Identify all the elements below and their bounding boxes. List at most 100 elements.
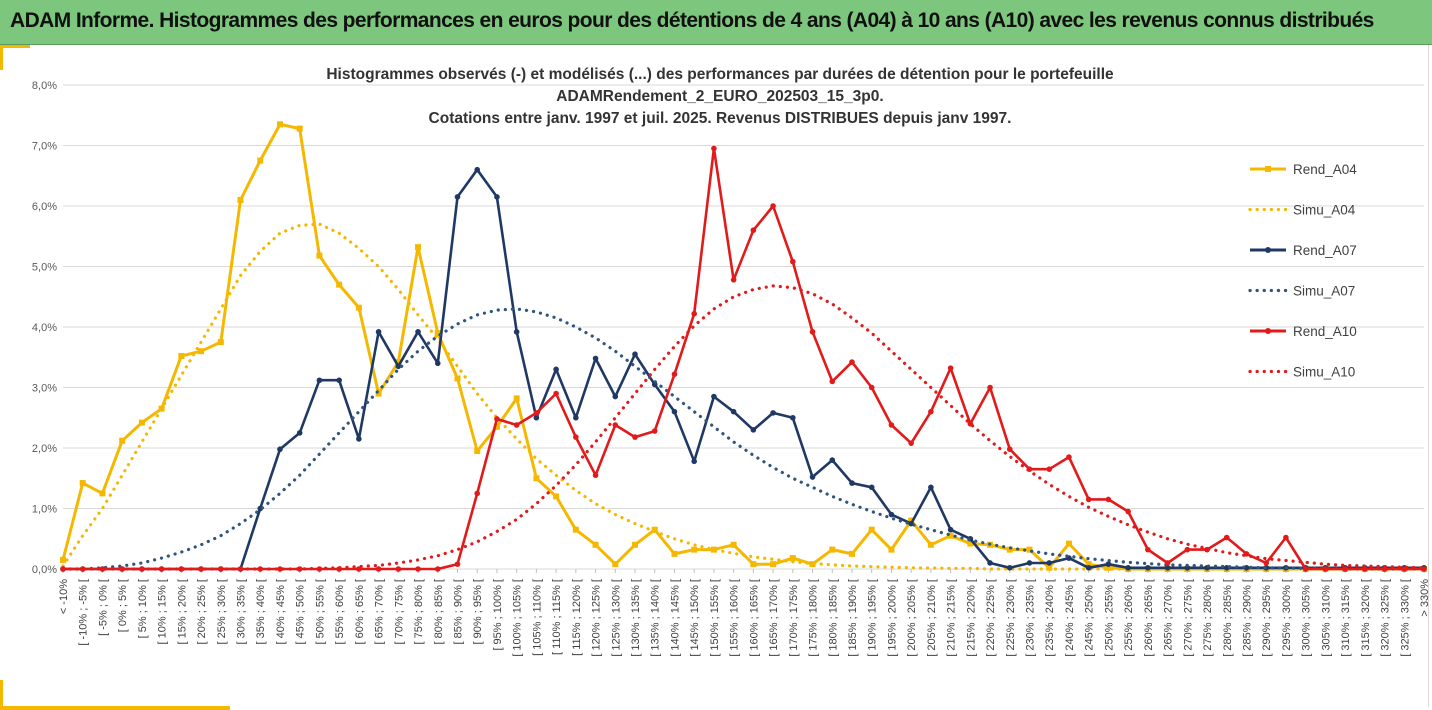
data-point bbox=[592, 541, 599, 548]
data-point bbox=[868, 484, 875, 491]
data-point bbox=[296, 566, 303, 572]
data-point bbox=[395, 359, 402, 366]
x-tick-label: [ 25% ; 30% [ bbox=[216, 579, 228, 644]
data-point bbox=[1105, 496, 1112, 503]
data-point bbox=[1085, 496, 1092, 503]
data-point bbox=[1184, 546, 1191, 553]
x-tick-label: [ 295% ; 300% [ bbox=[1281, 579, 1293, 657]
y-tick-label: 6,0% bbox=[32, 201, 57, 213]
data-point bbox=[237, 196, 244, 203]
data-point bbox=[651, 526, 658, 533]
data-point bbox=[987, 560, 993, 566]
data-point bbox=[592, 355, 599, 362]
y-tick-label: 3,0% bbox=[32, 383, 57, 395]
legend-marker bbox=[1265, 247, 1271, 253]
data-point bbox=[296, 430, 303, 436]
data-point bbox=[454, 194, 461, 200]
data-point bbox=[908, 517, 915, 524]
banner-title: ADAM Informe. Histogrammes des performan… bbox=[10, 9, 1374, 32]
data-point bbox=[494, 194, 500, 200]
data-point bbox=[592, 472, 599, 479]
x-tick-label: [ 15% ; 20% [ bbox=[176, 579, 188, 644]
data-point bbox=[336, 281, 343, 288]
data-point bbox=[395, 363, 402, 370]
data-point bbox=[257, 157, 264, 164]
x-tick-label: [ 250% ; 255% [ bbox=[1103, 579, 1115, 657]
data-point bbox=[947, 526, 954, 533]
series-simu-a10 bbox=[61, 284, 1426, 571]
data-point bbox=[316, 377, 323, 384]
data-point bbox=[671, 371, 678, 377]
data-point bbox=[474, 166, 481, 173]
data-point bbox=[691, 546, 698, 553]
data-point bbox=[1283, 534, 1289, 541]
data-point bbox=[178, 566, 185, 572]
x-tick-label: [ 315% ; 320% [ bbox=[1360, 579, 1372, 657]
data-point bbox=[612, 422, 619, 428]
chart-title-line: Histogrammes observés (-) et modélisés (… bbox=[326, 66, 1114, 83]
series-rend-a10 bbox=[60, 145, 1427, 572]
data-point bbox=[573, 414, 579, 421]
x-tick-label: [ 65% ; 70% [ bbox=[374, 579, 386, 644]
data-point bbox=[888, 422, 895, 428]
data-point bbox=[1006, 546, 1013, 553]
data-point bbox=[888, 546, 895, 553]
series-rend-a04 bbox=[60, 121, 1427, 572]
data-point bbox=[710, 546, 717, 553]
x-tick-label: [ 140% ; 145% [ bbox=[669, 579, 681, 657]
data-point bbox=[513, 329, 520, 335]
legend-label: Simu_A04 bbox=[1293, 203, 1356, 218]
data-point bbox=[60, 556, 66, 563]
data-point bbox=[572, 526, 579, 533]
series-simu-a04 bbox=[61, 222, 1426, 571]
data-point bbox=[119, 566, 125, 572]
data-point bbox=[1085, 561, 1092, 568]
x-tick-label: [ 0% ; 5% [ bbox=[117, 579, 129, 632]
data-point bbox=[809, 329, 816, 335]
data-point bbox=[454, 375, 461, 382]
data-point bbox=[612, 561, 619, 568]
x-tick-label: [ 125% ; 130% [ bbox=[610, 579, 622, 657]
legend-item: Simu_A07 bbox=[1248, 284, 1355, 299]
data-point bbox=[217, 339, 224, 346]
data-point bbox=[316, 252, 323, 259]
data-point bbox=[1105, 564, 1112, 571]
data-point bbox=[849, 359, 855, 365]
data-point bbox=[711, 145, 717, 152]
data-point bbox=[138, 419, 145, 426]
chart-title: Histogrammes observés (-) et modélisés (… bbox=[230, 64, 1210, 130]
data-point bbox=[632, 541, 639, 548]
x-tick-label: [ 135% ; 140% [ bbox=[650, 579, 662, 657]
data-point bbox=[809, 474, 816, 480]
x-tick-label: < -10% bbox=[58, 579, 70, 614]
data-point bbox=[415, 329, 421, 335]
x-tick-label: [ 200% ; 205% [ bbox=[906, 579, 918, 657]
data-point bbox=[849, 480, 855, 486]
data-point bbox=[1125, 564, 1131, 571]
x-tick-label: [ 185% ; 190% [ bbox=[847, 579, 859, 657]
data-point bbox=[829, 457, 836, 463]
x-tick-label: [ 10% ; 15% [ bbox=[157, 579, 169, 644]
data-point bbox=[434, 566, 441, 572]
x-tick-label: [ 30% ; 35% [ bbox=[236, 579, 248, 644]
legend-label: Simu_A10 bbox=[1293, 365, 1355, 380]
x-tick-label: [ 240% ; 245% [ bbox=[1064, 579, 1076, 657]
data-point bbox=[789, 555, 796, 562]
x-tick-label: [ 210% ; 215% [ bbox=[946, 579, 958, 657]
x-tick-label: [ 80% ; 85% [ bbox=[433, 579, 445, 644]
data-point bbox=[829, 378, 836, 385]
data-point bbox=[1125, 508, 1131, 515]
y-tick-label: 4,0% bbox=[32, 322, 57, 334]
data-point bbox=[770, 203, 776, 209]
y-tick-label: 2,0% bbox=[32, 443, 57, 455]
data-point bbox=[651, 428, 658, 434]
x-tick-label: [ 255% ; 260% [ bbox=[1123, 579, 1135, 657]
data-point bbox=[1342, 566, 1348, 572]
data-point bbox=[967, 540, 974, 547]
data-point bbox=[790, 258, 796, 265]
data-point bbox=[513, 395, 520, 402]
data-point bbox=[99, 490, 106, 497]
series-line bbox=[61, 222, 1426, 571]
x-tick-label: [ 35% ; 40% [ bbox=[255, 579, 267, 644]
x-tick-label: [ 275% ; 280% [ bbox=[1202, 579, 1214, 657]
